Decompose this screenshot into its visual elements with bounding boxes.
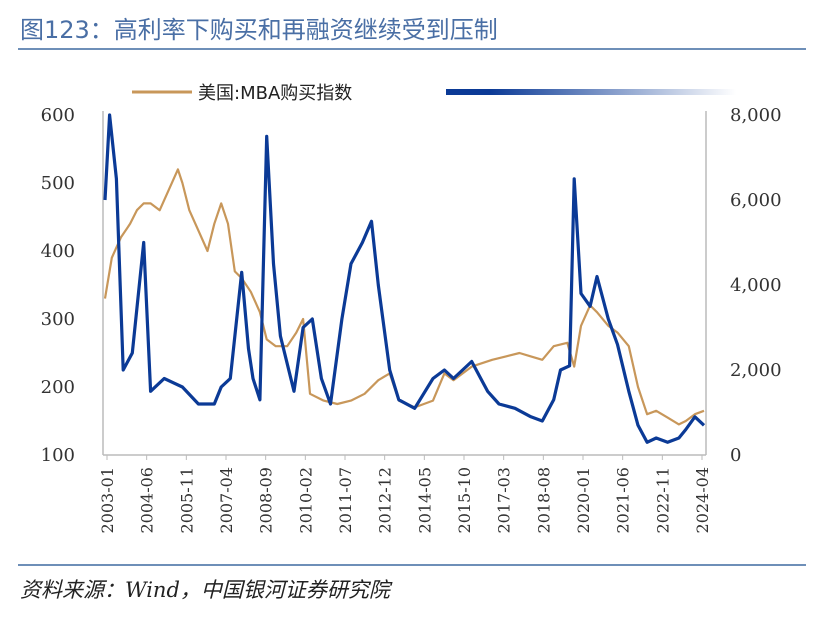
x-tick-label: 2007-04 [217, 467, 236, 533]
legend-label-purchase: 美国:MBA购买指数 [198, 83, 352, 104]
x-tick-label: 2022-11 [653, 467, 672, 533]
legend-swatch-refi [446, 89, 736, 95]
x-tick-label: 2018-08 [534, 467, 553, 533]
x-tick-label: 2010-02 [296, 467, 315, 533]
x-tick-label: 2017-03 [495, 467, 514, 533]
y-right-tick-label: 2,000 [730, 360, 782, 381]
y-left-tick-label: 200 [41, 377, 75, 398]
y-right-tick-label: 4,000 [730, 275, 782, 296]
y-left-tick-label: 100 [41, 445, 75, 466]
x-tick-label: 2004-06 [138, 467, 157, 533]
y-right-tick-label: 0 [730, 445, 741, 466]
y-left-tick-label: 300 [41, 309, 75, 330]
source-note: 资料来源：Wind，中国银河证券研究院 [20, 578, 390, 602]
title-rule [18, 48, 806, 50]
footer-rule [18, 564, 806, 566]
x-tick-label: 2020-01 [574, 467, 593, 533]
x-tick-label: 2008-09 [257, 467, 276, 533]
y-left-tick-label: 600 [41, 105, 75, 126]
y-left-tick-label: 500 [41, 173, 75, 194]
x-tick-label: 2005-11 [177, 467, 196, 533]
x-tick-label: 2011-07 [336, 467, 355, 533]
x-tick-label: 2015-10 [455, 467, 474, 533]
x-tick-label: 2021-06 [614, 467, 633, 533]
series-line-purchase [103, 168, 705, 426]
y-left-tick-label: 400 [41, 241, 75, 262]
y-right-tick-label: 8,000 [730, 105, 782, 126]
x-tick-label: 2012-12 [376, 467, 395, 533]
x-tick-label: 2014-05 [415, 467, 434, 533]
y-right-tick-label: 6,000 [730, 190, 782, 211]
series-line-refi [103, 113, 706, 444]
x-tick-label: 2024-04 [693, 467, 712, 533]
line-chart: 6005004003002001008,0006,0004,0002,00002… [41, 83, 782, 533]
chart-title: 图123：高利率下购买和再融资继续受到压制 [20, 16, 498, 44]
x-tick-label: 2003-01 [98, 467, 117, 533]
